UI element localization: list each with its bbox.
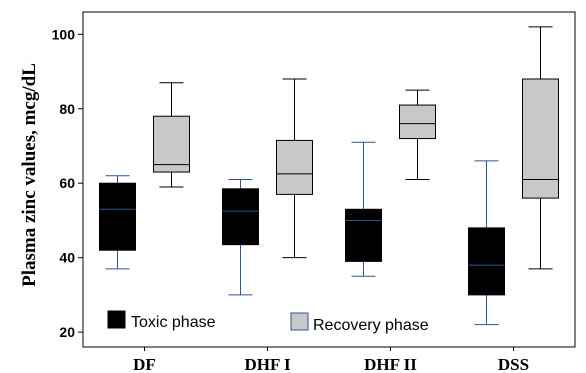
box-iqr	[276, 139, 313, 195]
y-axis-label: Plasma zinc values, mcg/dL	[19, 63, 40, 287]
x-category-label: DSS	[498, 355, 529, 373]
box-recovery-phase	[522, 26, 559, 270]
legend-swatch-recovery-phase	[290, 312, 309, 331]
y-tick-label: 20	[59, 324, 75, 340]
x-axis-categories: DF DHF I DHF II DSS	[133, 347, 529, 373]
box-toxic-phase	[222, 179, 259, 296]
box-recovery-phase	[153, 82, 190, 188]
box-iqr	[222, 188, 259, 246]
box-recovery-phase	[276, 78, 313, 259]
legend-label-toxic-phase: Toxic phase	[131, 314, 216, 331]
y-tick-label: 40	[59, 250, 75, 266]
box-toxic-phase	[345, 141, 382, 277]
plot-frame	[82, 11, 576, 348]
box-iqr	[522, 78, 559, 199]
y-tick-label: 100	[52, 26, 76, 42]
legend-label-recovery-phase: Recovery phase	[313, 317, 429, 334]
box-iqr	[345, 208, 382, 262]
boxes-layer	[99, 26, 559, 326]
y-tick-label: 80	[59, 101, 75, 117]
y-tick-label: 60	[59, 175, 75, 191]
x-category-label: DHF I	[244, 355, 291, 373]
y-axis-ticks: 20 40 60 80 100	[52, 26, 83, 340]
box-iqr	[153, 115, 190, 173]
plot-border	[82, 11, 576, 348]
x-category-label: DHF II	[364, 355, 417, 373]
x-category-label: DF	[133, 355, 156, 373]
box-iqr	[399, 104, 436, 140]
legend-swatch-toxic-phase	[107, 310, 126, 329]
legend: Toxic phase Recovery phase	[107, 310, 429, 334]
box-toxic-phase	[468, 160, 505, 326]
box-iqr	[99, 182, 136, 251]
box-toxic-phase	[99, 175, 136, 270]
box-recovery-phase	[399, 89, 436, 180]
box-iqr	[468, 227, 505, 296]
